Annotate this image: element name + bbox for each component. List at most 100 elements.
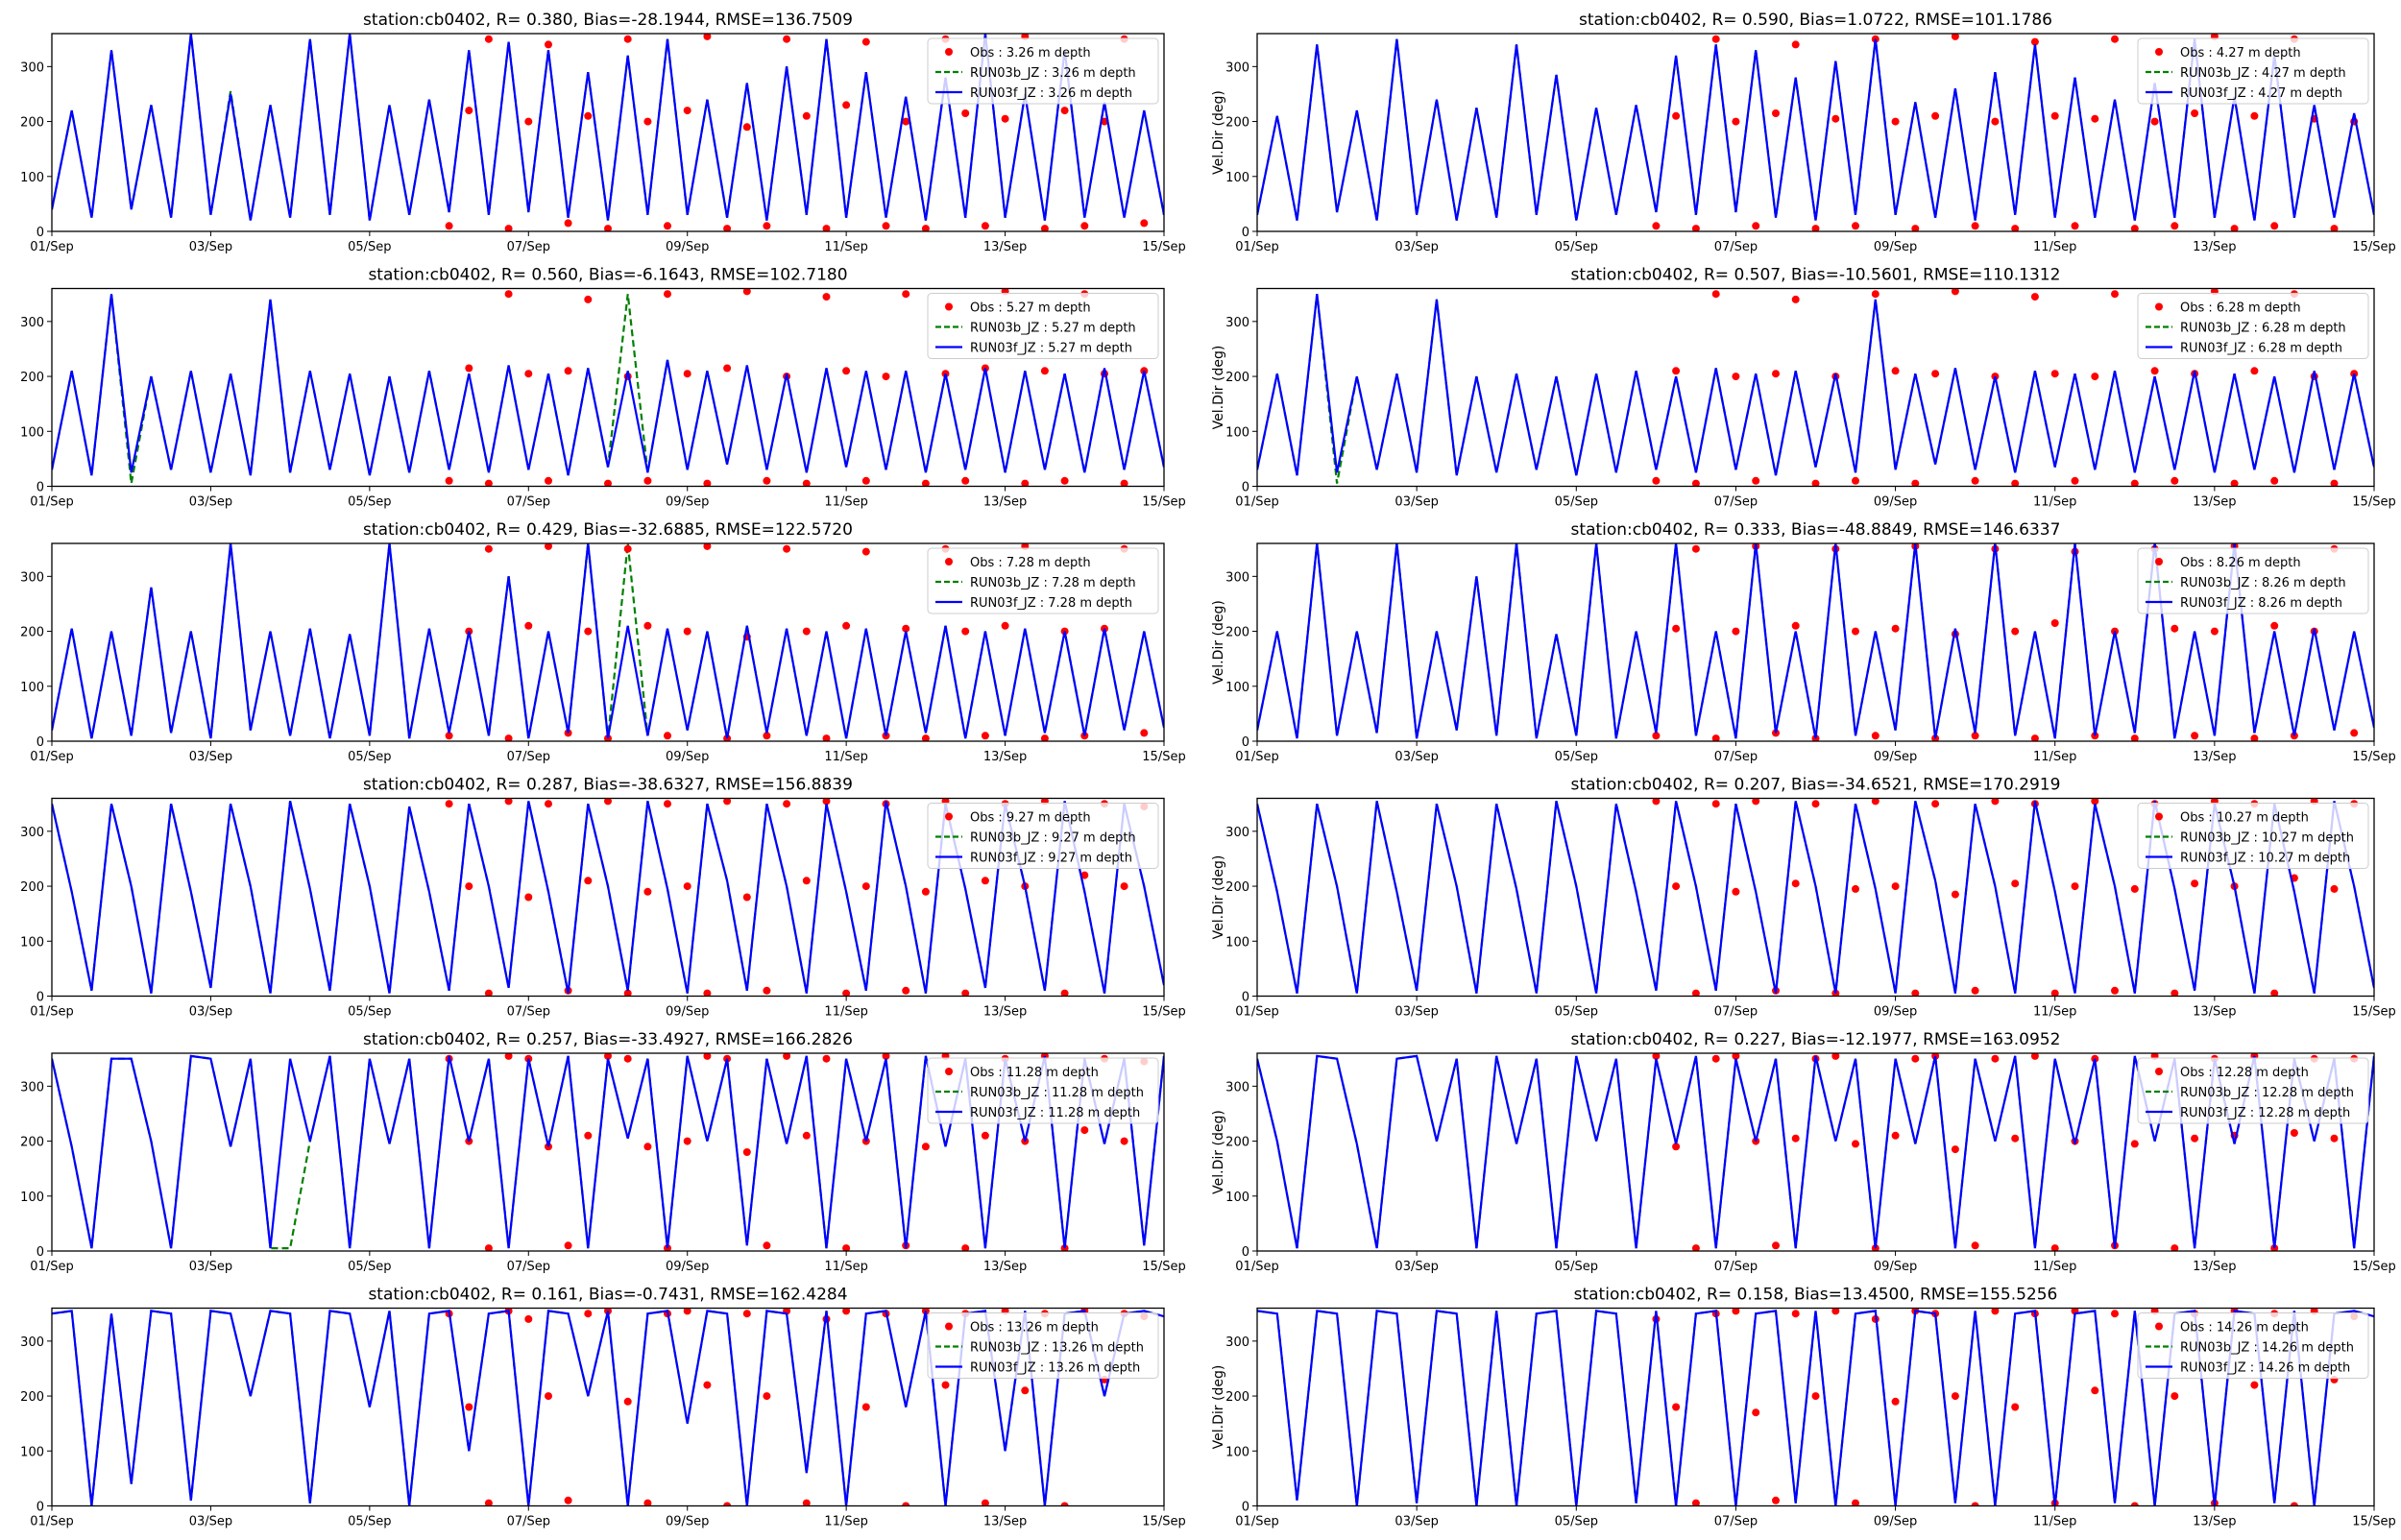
obs-point bbox=[664, 222, 671, 230]
obs-point bbox=[623, 1054, 632, 1063]
obs-point bbox=[504, 734, 513, 741]
x-tick-label: 01/Sep bbox=[30, 495, 73, 510]
x-tick-label: 11/Sep bbox=[824, 240, 867, 254]
obs-point bbox=[2011, 479, 2020, 487]
x-tick-label: 13/Sep bbox=[983, 750, 1027, 764]
obs-point bbox=[1652, 732, 1661, 740]
obs-point bbox=[921, 1143, 930, 1151]
x-tick-label: 13/Sep bbox=[983, 1005, 1027, 1020]
obs-point bbox=[584, 1310, 593, 1318]
obs-point bbox=[545, 543, 552, 550]
obs-point bbox=[2050, 370, 2059, 378]
y-tick-label: 300 bbox=[20, 316, 44, 330]
obs-point bbox=[961, 109, 970, 117]
legend-label: RUN03f_JZ : 5.27 m depth bbox=[970, 342, 1132, 356]
obs-point bbox=[763, 222, 771, 230]
y-tick-label: 200 bbox=[20, 371, 44, 385]
obs-point bbox=[1891, 117, 1900, 126]
subplot-title: station:cb0402, R= 0.333, Bias=-48.8849,… bbox=[1571, 520, 2061, 540]
legend-box bbox=[2137, 1057, 2369, 1124]
obs-point bbox=[2270, 989, 2279, 997]
x-tick-label: 03/Sep bbox=[1395, 240, 1438, 254]
legend-box bbox=[2137, 1312, 2369, 1379]
obs-point bbox=[584, 295, 593, 303]
x-tick-label: 07/Sep bbox=[507, 240, 550, 254]
x-tick-label: 11/Sep bbox=[2033, 1515, 2076, 1529]
obs-point bbox=[742, 123, 751, 132]
x-tick-label: 03/Sep bbox=[1395, 1260, 1438, 1274]
x-tick-label: 05/Sep bbox=[1555, 1005, 1598, 1020]
obs-point bbox=[783, 1053, 791, 1060]
obs-point bbox=[445, 800, 453, 808]
legend-label: RUN03f_JZ : 8.26 m depth bbox=[2180, 596, 2342, 611]
y-tick-label: 200 bbox=[20, 1136, 44, 1150]
legend-label: RUN03f_JZ : 9.27 m depth bbox=[970, 852, 1132, 866]
obs-point bbox=[882, 373, 890, 381]
obs-point bbox=[643, 1143, 652, 1151]
y-tick-label: 0 bbox=[1242, 226, 1249, 240]
obs-point bbox=[723, 364, 732, 373]
legend: Obs : 7.28 m depth RUN03b_JZ : 7.28 m dep… bbox=[927, 547, 1159, 614]
obs-point bbox=[1951, 288, 1959, 296]
obs-point bbox=[2011, 225, 2020, 231]
obs-point bbox=[961, 627, 970, 636]
y-tick-label: 0 bbox=[36, 1245, 44, 1260]
obs-point bbox=[1772, 1241, 1780, 1250]
obs-point bbox=[1732, 1053, 1740, 1060]
legend-label: RUN03b_JZ : 10.27 m depth bbox=[2180, 831, 2354, 846]
y-tick-label: 200 bbox=[1225, 1390, 1249, 1405]
obs-point bbox=[2171, 624, 2179, 633]
run03f-line bbox=[1257, 1310, 2374, 1506]
obs-point bbox=[1691, 479, 1700, 487]
obs-point bbox=[524, 370, 533, 378]
obs-point bbox=[643, 476, 652, 485]
x-tick-label: 11/Sep bbox=[824, 1005, 867, 1020]
obs-point bbox=[1672, 111, 1681, 120]
x-tick-label: 13/Sep bbox=[2193, 495, 2236, 510]
subplot-1: station:cb0402, R= 0.380, Bias=-28.1944,… bbox=[20, 11, 1186, 254]
obs-point bbox=[1711, 1054, 1720, 1063]
subplot-11: station:cb0402, R= 0.161, Bias=-0.7431, … bbox=[20, 1286, 1186, 1529]
obs-point bbox=[1991, 117, 2000, 126]
x-tick-label: 03/Sep bbox=[189, 1005, 232, 1020]
obs-point bbox=[1732, 887, 1740, 896]
obs-point bbox=[2330, 884, 2339, 893]
y-tick-label: 200 bbox=[20, 880, 44, 895]
obs-point bbox=[1711, 35, 1720, 43]
x-tick-label: 11/Sep bbox=[824, 495, 867, 510]
obs-point bbox=[2050, 619, 2059, 627]
obs-point bbox=[902, 290, 910, 299]
obs-point bbox=[2130, 225, 2139, 231]
x-tick-label: 13/Sep bbox=[983, 240, 1027, 254]
obs-point bbox=[802, 479, 811, 487]
y-tick-label: 100 bbox=[20, 171, 44, 185]
x-tick-label: 03/Sep bbox=[1395, 1515, 1438, 1529]
subplot-4: station:cb0402, R= 0.507, Bias=-10.5601,… bbox=[1211, 266, 2396, 510]
obs-point bbox=[1752, 798, 1760, 806]
obs-point bbox=[902, 117, 910, 126]
legend-label: RUN03b_JZ : 12.28 m depth bbox=[2180, 1086, 2354, 1100]
obs-point bbox=[584, 627, 593, 636]
y-tick-label: 0 bbox=[36, 481, 44, 495]
obs-point bbox=[703, 989, 712, 997]
x-tick-label: 15/Sep bbox=[2352, 240, 2395, 254]
obs-point bbox=[1652, 798, 1661, 806]
x-tick-label: 09/Sep bbox=[1874, 1005, 1917, 1020]
y-axis-label: Vel.Dir (deg) bbox=[1211, 600, 1226, 685]
obs-point bbox=[2250, 367, 2259, 375]
x-tick-label: 05/Sep bbox=[1555, 750, 1598, 764]
x-tick-label: 05/Sep bbox=[348, 240, 391, 254]
legend-label: RUN03b_JZ : 13.26 m depth bbox=[970, 1341, 1144, 1356]
obs-point bbox=[1911, 1054, 1920, 1063]
obs-point bbox=[2250, 734, 2259, 741]
legend-label: RUN03b_JZ : 8.26 m depth bbox=[2180, 576, 2346, 590]
x-tick-label: 13/Sep bbox=[983, 1515, 1027, 1529]
obs-point bbox=[981, 1131, 989, 1140]
x-tick-label: 15/Sep bbox=[1142, 240, 1185, 254]
obs-point bbox=[1971, 222, 1979, 230]
obs-point bbox=[1691, 544, 1700, 553]
legend-label: Obs : 3.26 m depth bbox=[970, 46, 1091, 60]
obs-point bbox=[2111, 1310, 2119, 1318]
subplot-3: station:cb0402, R= 0.560, Bias=-6.1643, … bbox=[20, 266, 1186, 510]
obs-point bbox=[1140, 219, 1149, 228]
